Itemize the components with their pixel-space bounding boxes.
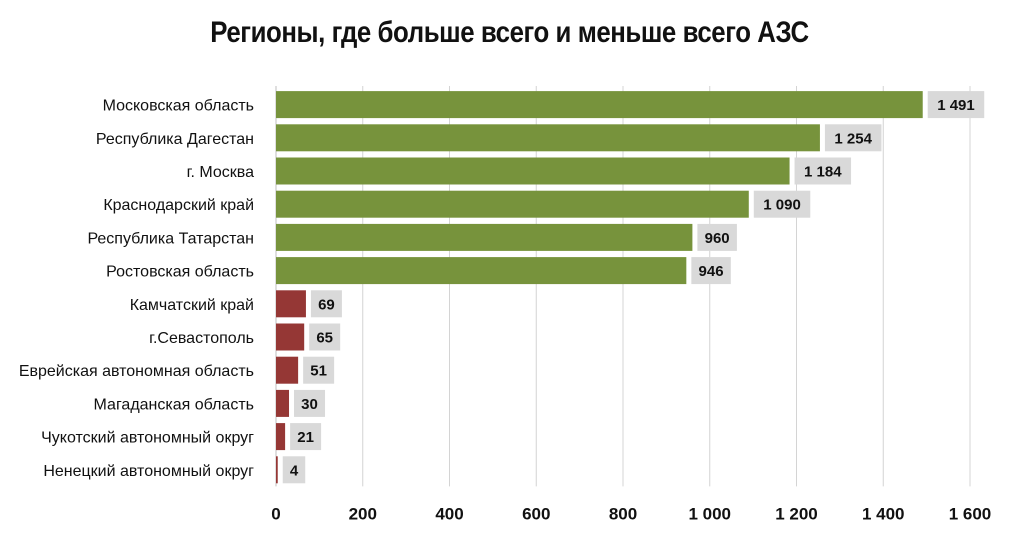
category-label: г.Севастополь <box>149 330 254 347</box>
value-label-background <box>282 456 306 484</box>
category-label: Ненецкий автономный округ <box>43 463 254 480</box>
value-label-background <box>309 323 341 351</box>
category-label: г. Москва <box>187 164 255 181</box>
bar <box>276 91 923 119</box>
bar <box>276 257 687 285</box>
value-label: 51 <box>310 363 327 380</box>
value-label-background <box>303 356 335 384</box>
value-label: 1 090 <box>763 197 801 214</box>
category-label: Ростовская область <box>106 264 254 281</box>
value-label-background <box>824 124 882 152</box>
value-label: 21 <box>297 429 314 446</box>
category-labels: Московская область Республика Дагестан г. … <box>19 98 254 480</box>
x-tick-label: 400 <box>435 504 463 523</box>
value-label: 69 <box>318 296 335 313</box>
category-label: Камчатский край <box>130 297 254 314</box>
x-tick-label: 1 600 <box>949 504 992 523</box>
bar <box>276 389 290 417</box>
value-label: 30 <box>301 396 318 413</box>
value-label-background <box>927 91 985 119</box>
grid-lines <box>275 86 971 487</box>
bar <box>276 290 306 318</box>
x-tick-label: 600 <box>522 504 550 523</box>
bar <box>276 456 278 484</box>
x-tick-label: 1 400 <box>862 504 905 523</box>
x-tick-label: 800 <box>609 504 637 523</box>
category-label: Московская область <box>103 98 254 115</box>
value-label-background <box>794 157 852 185</box>
value-label-background <box>691 257 731 285</box>
value-label: 946 <box>699 263 724 280</box>
value-label-background <box>294 389 326 417</box>
value-label-background <box>310 290 342 318</box>
x-axis-ticks: 0 200 400 600 800 1 000 1 200 1 400 1 600 <box>271 504 991 523</box>
value-label-background <box>753 190 811 218</box>
bar <box>276 157 790 185</box>
value-label: 65 <box>316 330 333 347</box>
bars <box>276 91 923 484</box>
category-label: Республика Татарстан <box>87 230 254 247</box>
bar <box>276 190 749 218</box>
x-tick-label: 200 <box>349 504 377 523</box>
chart-title: Регионы, где больше всего и меньше всего… <box>210 16 809 49</box>
bar <box>276 356 299 384</box>
category-label: Краснодарский край <box>103 197 254 214</box>
bar <box>276 423 286 451</box>
category-label: Чукотский автономный округ <box>41 430 254 447</box>
value-label: 4 <box>290 462 299 479</box>
x-tick-label: 1 000 <box>688 504 731 523</box>
value-label: 960 <box>705 230 730 247</box>
category-label: Еврейская автономная область <box>19 363 254 380</box>
value-label: 1 184 <box>804 164 842 181</box>
bar <box>276 223 693 251</box>
x-tick-label: 1 200 <box>775 504 818 523</box>
category-label: Республика Дагестан <box>96 131 254 148</box>
bar <box>276 124 820 152</box>
value-label-background <box>697 223 737 251</box>
category-label: Магаданская область <box>94 396 254 413</box>
bar <box>276 323 305 351</box>
value-label: 1 491 <box>937 97 975 114</box>
value-label: 1 254 <box>834 130 872 147</box>
x-tick-label: 0 <box>271 504 280 523</box>
value-label-background <box>290 423 322 451</box>
